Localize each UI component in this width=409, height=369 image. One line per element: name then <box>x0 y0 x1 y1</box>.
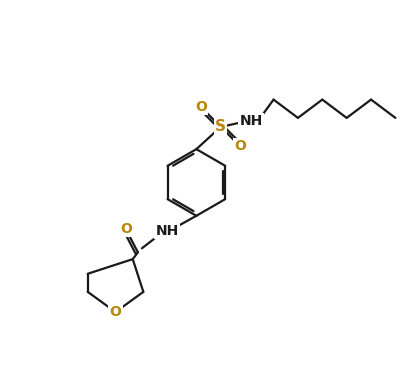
Text: O: O <box>196 100 207 114</box>
Text: NH: NH <box>155 224 179 238</box>
Text: O: O <box>120 222 132 236</box>
Text: S: S <box>215 119 226 134</box>
Text: O: O <box>110 305 121 319</box>
Text: NH: NH <box>240 114 263 128</box>
Text: O: O <box>234 139 246 153</box>
